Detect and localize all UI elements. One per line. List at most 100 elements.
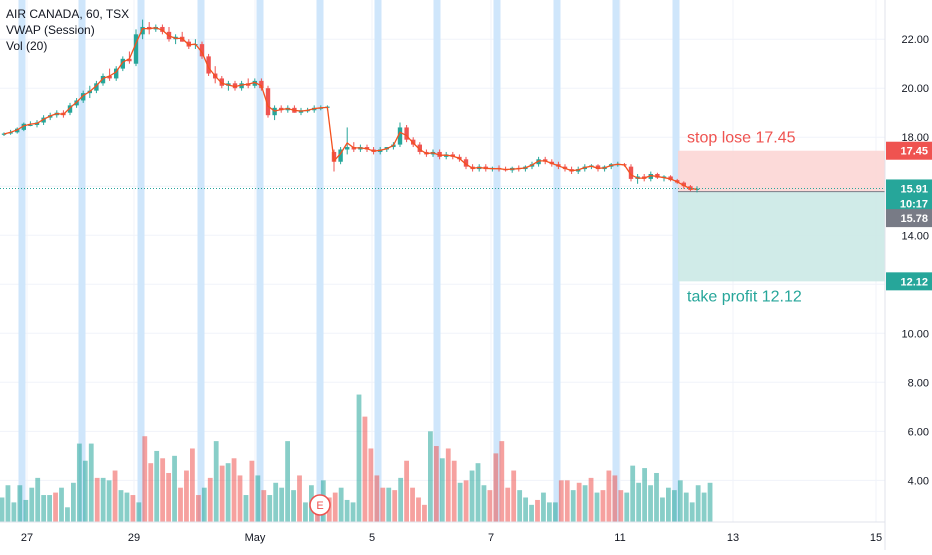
session-band xyxy=(137,0,145,522)
candle-body xyxy=(21,123,26,130)
volume-bar xyxy=(392,490,398,522)
symbol-title: AIR CANADA, 60, TSX xyxy=(6,7,130,21)
volume-bar xyxy=(142,436,148,522)
volume-bar xyxy=(707,482,713,522)
price-tag-box xyxy=(886,141,932,160)
volume-bar xyxy=(279,487,285,522)
candle-body xyxy=(81,93,86,101)
price-tag-label: 15.78 xyxy=(900,213,928,225)
volume-bar xyxy=(618,490,624,522)
vwap-indicator-label[interactable]: VWAP (Session) xyxy=(6,23,95,37)
volume-bar xyxy=(148,463,154,522)
risk-reward-zones[interactable] xyxy=(678,150,885,282)
time-tick-label: 11 xyxy=(614,532,625,544)
volume-bar xyxy=(630,465,636,522)
volume-bar xyxy=(570,490,576,522)
volume-bar xyxy=(529,504,534,522)
volume-bar xyxy=(82,460,88,522)
volume-bar xyxy=(231,458,237,522)
price-tag-label: 12.12 xyxy=(900,276,928,288)
volume-bar xyxy=(677,480,683,522)
volume-bar xyxy=(344,499,350,522)
volume-bar xyxy=(213,441,219,522)
volume-bar xyxy=(53,492,58,522)
volume-bar xyxy=(404,460,409,522)
session-bands xyxy=(18,0,680,522)
session-band xyxy=(18,0,26,522)
chart-legend: AIR CANADA, 60, TSX VWAP (Session) Vol (… xyxy=(6,6,129,54)
stop-loss-label: stop lose 17.45 xyxy=(687,130,796,147)
volume-bar xyxy=(624,492,630,522)
volume-bar xyxy=(178,487,183,522)
volume-bar xyxy=(588,477,594,522)
volume-bar xyxy=(439,458,445,522)
candle-body xyxy=(28,124,33,126)
volume-bar xyxy=(511,470,517,522)
volume-bar xyxy=(594,492,600,522)
volume-bar xyxy=(71,482,76,522)
zone-labels: stop lose 17.45 take profit 12.12 xyxy=(687,130,802,306)
candle-body xyxy=(437,151,442,157)
candle-body xyxy=(107,75,112,79)
volume-bar xyxy=(433,446,439,522)
candle-body xyxy=(94,83,99,91)
volume-bar xyxy=(695,485,701,522)
stop-loss-zone xyxy=(678,150,885,192)
volume-bar xyxy=(172,455,177,522)
price-tag-box xyxy=(886,209,932,228)
volume-bar xyxy=(493,453,499,522)
volume-bar xyxy=(523,497,528,522)
vwap-line xyxy=(3,27,698,190)
candle-body xyxy=(681,182,686,187)
candle-body xyxy=(397,127,403,145)
price-tick-label: 18.00 xyxy=(901,132,929,144)
volume-indicator-label[interactable]: Vol (20) xyxy=(6,39,48,53)
time-tick-label: 27 xyxy=(21,532,33,544)
volume-bar xyxy=(576,482,582,522)
volume-bar xyxy=(11,502,17,522)
volume-bar xyxy=(0,497,5,522)
volume-bar xyxy=(689,502,695,522)
grid-lines xyxy=(0,0,885,522)
volume-bar xyxy=(481,485,487,522)
volume-bar xyxy=(517,490,523,522)
volume-bar xyxy=(350,502,356,522)
candle-body xyxy=(140,26,145,35)
candle-body xyxy=(595,165,601,170)
volume-bar xyxy=(606,470,612,522)
volume-bar xyxy=(35,477,41,522)
volume-bar xyxy=(261,490,267,522)
volume-bar xyxy=(195,495,201,522)
volume-bar xyxy=(582,485,588,522)
volume-bar xyxy=(648,485,653,522)
volume-bar xyxy=(541,492,546,522)
earnings-circle xyxy=(309,494,331,516)
price-tag-box xyxy=(886,194,932,213)
volume-bar xyxy=(166,472,171,522)
volume-bar xyxy=(47,495,52,522)
session-band xyxy=(197,0,205,522)
session-band xyxy=(672,0,680,522)
time-tick-label: 29 xyxy=(128,532,140,544)
time-tick-label: May xyxy=(245,532,266,544)
candle-body xyxy=(199,44,205,57)
volume-bars xyxy=(0,394,713,522)
candle-body xyxy=(648,174,653,179)
volume-bar xyxy=(701,492,707,522)
volume-bar xyxy=(184,470,189,522)
session-band xyxy=(256,0,264,522)
candle-body xyxy=(67,105,73,113)
earnings-marker[interactable]: E xyxy=(309,494,331,516)
candle-body xyxy=(338,149,343,162)
volume-bar xyxy=(94,477,100,522)
time-axis[interactable]: 27 29 May 5 7 11 13 15 xyxy=(0,521,885,544)
price-tag-box xyxy=(886,272,932,291)
volume-bar xyxy=(362,416,368,522)
time-tick-label: 13 xyxy=(727,532,739,544)
volume-bar xyxy=(17,485,23,522)
volume-bar xyxy=(612,475,618,522)
volume-bar xyxy=(291,490,296,522)
volume-bar xyxy=(445,448,451,522)
